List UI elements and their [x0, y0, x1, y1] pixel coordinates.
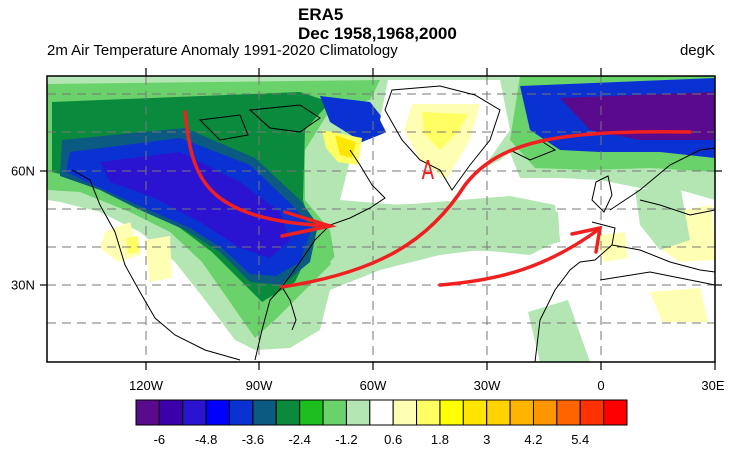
plot-subtitle: Dec 1958,1968,2000	[298, 24, 457, 43]
lon-label: 30W	[473, 378, 501, 393]
lon-label: 0	[597, 378, 605, 393]
units-label: degK	[679, 42, 715, 59]
arrow-to-iberia	[438, 228, 600, 287]
arrowhead	[570, 225, 603, 254]
annotation-letter: A	[421, 156, 435, 186]
lon-label: 30E	[701, 378, 725, 393]
lon-label: 120W	[129, 378, 163, 393]
lat-label: 30N	[11, 277, 35, 293]
anomaly-shading	[47, 76, 715, 362]
plot-title: ERA5	[298, 5, 344, 24]
axis-ticks	[40, 68, 722, 370]
annotation-arrows	[183, 110, 692, 289]
coastlines	[71, 85, 716, 363]
lon-label: 60W	[359, 378, 387, 393]
arrowhead	[280, 210, 337, 238]
variable-label: 2m Air Temperature Anomaly 1991-2020 Cli…	[47, 42, 398, 59]
lon-label: 90W	[245, 378, 273, 393]
map-frame	[46, 75, 716, 363]
lat-label: 60N	[11, 163, 35, 179]
arrow-arctic-outbreak	[183, 110, 332, 228]
graticule	[47, 76, 715, 362]
arrow-gulf-to-norway	[280, 130, 692, 289]
